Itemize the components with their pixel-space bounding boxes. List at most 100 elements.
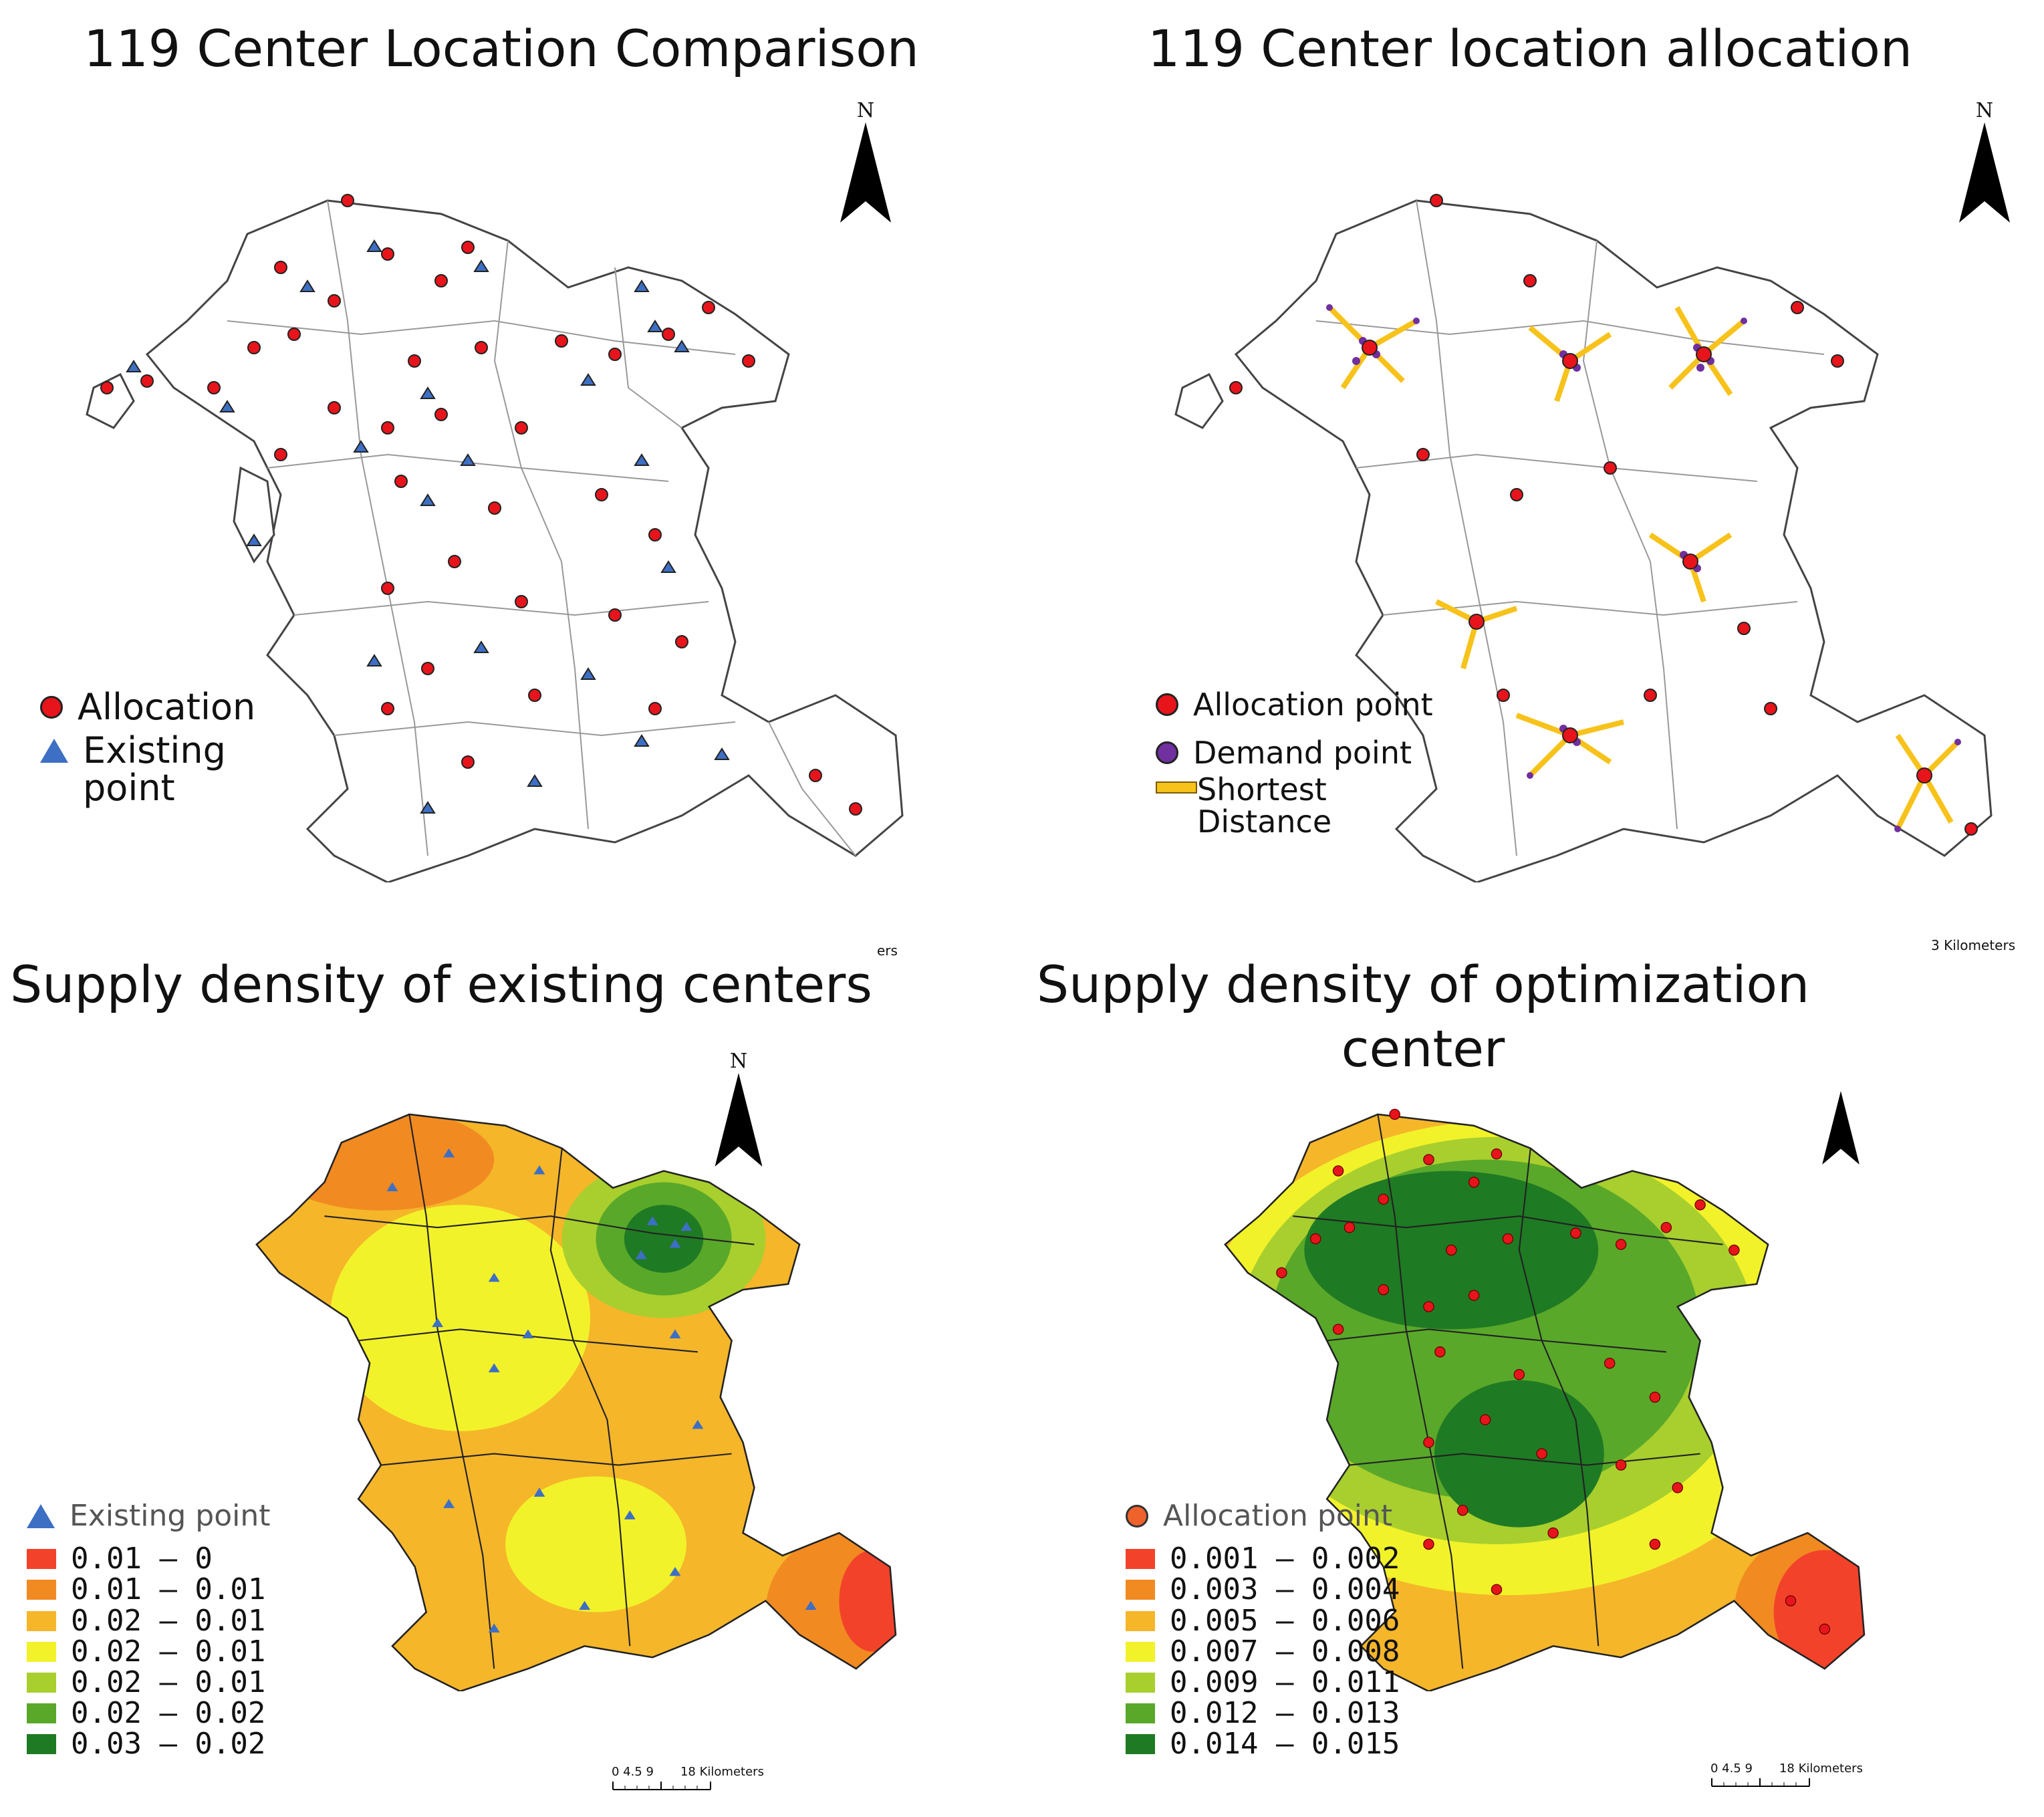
- panel-title-line1: Supply density of optimization: [1036, 955, 1810, 1014]
- north-arrow: [1814, 1091, 1868, 1167]
- legend-label: 0.01 – 0: [71, 1542, 213, 1576]
- region-outline: [86, 199, 904, 882]
- swatch: [27, 1549, 56, 1570]
- swatch: [1126, 1610, 1155, 1631]
- existing-points: [126, 239, 730, 814]
- legend-class-2: 0.01 – 0.01: [27, 1574, 270, 1605]
- legend-label: 0.005 – 0.006: [1170, 1603, 1400, 1638]
- north-arrow: N: [839, 99, 892, 225]
- legend-label: Allocation point: [1163, 1499, 1393, 1533]
- allocation-points: [1276, 1108, 1831, 1635]
- scale-bar: 0 4.5 9 18 Kilometers: [612, 1765, 764, 1796]
- scale-ticks: [612, 1782, 711, 1790]
- yellow-line-icon: [1156, 781, 1197, 794]
- region-map: [1174, 194, 1993, 882]
- legend-label: 0.02 – 0.01: [71, 1665, 266, 1699]
- swatch: [1126, 1734, 1155, 1755]
- legend-class-7: 0.03 – 0.02: [27, 1729, 270, 1760]
- legend-class-4: 0.007 – 0.008: [1126, 1634, 1400, 1669]
- legend-label: 0.02 – 0.02: [71, 1696, 266, 1731]
- legend-item-demand-point: Demand point: [1156, 737, 1433, 769]
- allocation-points: [1229, 194, 1978, 836]
- legend-label: 0.02 – 0.01: [71, 1603, 266, 1638]
- region-map: [86, 194, 904, 882]
- legend-class-5: 0.009 – 0.011: [1126, 1667, 1400, 1698]
- swatch: [27, 1734, 56, 1755]
- north-label: N: [856, 99, 875, 122]
- north-arrow-icon: [1959, 122, 2010, 223]
- panel-supply-density-optimization: Supply density of optimization center: [1022, 936, 2044, 1817]
- legend: Allocation Existing point: [40, 686, 256, 808]
- legend: Allocation point Demand point Shortest D…: [1156, 689, 1433, 838]
- scale-fragment-left: ers: [877, 943, 898, 959]
- swatch: [1126, 1549, 1155, 1570]
- north-arrow: N: [712, 1050, 765, 1169]
- legend-label: 0.02 – 0.01: [71, 1634, 266, 1669]
- legend-label: 0.03 – 0.02: [71, 1727, 266, 1762]
- swatch: [27, 1580, 56, 1600]
- legend: Allocation point 0.001 – 0.002 0.003 – 0…: [1126, 1499, 1400, 1760]
- legend-label: 0.012 – 0.013: [1170, 1696, 1400, 1731]
- scale-bar: 0 4.5 9 18 Kilometers: [1710, 1762, 1863, 1792]
- scale-fragment: 3 Kilometers: [1931, 937, 2016, 953]
- panel-title: 119 Center Location Comparison: [84, 19, 919, 78]
- north-label: N: [729, 1050, 748, 1073]
- swatch: [1126, 1580, 1155, 1600]
- district-lines: [227, 200, 856, 856]
- north-arrow: N: [1958, 99, 2011, 225]
- north-label: N: [1975, 99, 1994, 122]
- legend-class-4: 0.02 – 0.01: [27, 1634, 270, 1669]
- legend-item-allocation: Allocation: [40, 686, 256, 728]
- legend-item-existing-point: Existing point: [27, 1499, 271, 1533]
- scale-km-label: 18 Kilometers: [1779, 1762, 1863, 1776]
- blue-triangle-icon: [40, 738, 68, 763]
- north-arrow-icon: [1822, 1091, 1860, 1165]
- density-map: [255, 1113, 897, 1691]
- legend-item-allocation-point: Allocation point: [1156, 689, 1433, 721]
- legend-label: Demand point: [1193, 735, 1412, 771]
- legend-label: 0.007 – 0.008: [1170, 1634, 1400, 1669]
- legend-item-shortest-distance: Shortest Distance: [1156, 773, 1433, 838]
- legend-label: Allocation: [78, 686, 256, 728]
- panel-location-comparison: 119 Center Location Comparison N: [0, 0, 1022, 936]
- legend-label: 0.001 – 0.002: [1170, 1542, 1400, 1576]
- legend-class-5: 0.02 – 0.01: [27, 1667, 270, 1698]
- orange-circle-icon: [1126, 1505, 1148, 1528]
- swatch: [1126, 1641, 1155, 1662]
- blue-triangle-icon: [27, 1504, 55, 1529]
- red-circle-icon: [40, 696, 63, 719]
- allocation-points: [100, 194, 862, 816]
- legend-class-3: 0.02 – 0.01: [27, 1603, 270, 1638]
- legend-class-7: 0.014 – 0.015: [1126, 1729, 1400, 1760]
- panel-title: Supply density of existing centers: [9, 955, 873, 1014]
- legend-class-1: 0.001 – 0.002: [1126, 1542, 1400, 1576]
- legend-label: Shortest: [1197, 771, 1327, 808]
- scale-ticks: [1711, 1778, 1810, 1787]
- purple-circle-icon: [1156, 741, 1178, 765]
- legend-label: Existing point: [70, 1499, 271, 1533]
- legend-label: 0.009 – 0.011: [1170, 1665, 1400, 1699]
- legend-label: Allocation point: [1193, 687, 1433, 723]
- panel-title-line2: center: [1341, 1019, 1505, 1078]
- red-circle-icon: [1156, 693, 1178, 717]
- panel-location-allocation: 119 Center location allocation N: [1022, 0, 2044, 953]
- swatch: [27, 1673, 56, 1693]
- legend-class-2: 0.003 – 0.004: [1126, 1574, 1400, 1605]
- legend-label: 0.014 – 0.015: [1170, 1727, 1400, 1762]
- legend-label: Existing: [83, 729, 226, 771]
- existing-points: [386, 1148, 817, 1632]
- panel-supply-density-existing: Supply density of existing centers N: [0, 936, 1022, 1817]
- legend-label-line2: Distance: [1197, 803, 1332, 840]
- legend: Existing point 0.01 – 0 0.01 – 0.01 0.02…: [27, 1499, 271, 1760]
- scale-km-label: 18 Kilometers: [680, 1765, 764, 1779]
- north-arrow-icon: [840, 122, 891, 223]
- swatch: [1126, 1673, 1155, 1693]
- legend-class-6: 0.012 – 0.013: [1126, 1696, 1400, 1731]
- swatch: [27, 1641, 56, 1662]
- density-map: [1224, 1108, 1866, 1691]
- swatch: [27, 1610, 56, 1631]
- north-arrow-icon: [715, 1073, 763, 1167]
- legend-class-1: 0.01 – 0: [27, 1542, 270, 1576]
- legend-label: 0.01 – 0.01: [71, 1572, 266, 1607]
- legend-class-3: 0.005 – 0.006: [1126, 1603, 1400, 1638]
